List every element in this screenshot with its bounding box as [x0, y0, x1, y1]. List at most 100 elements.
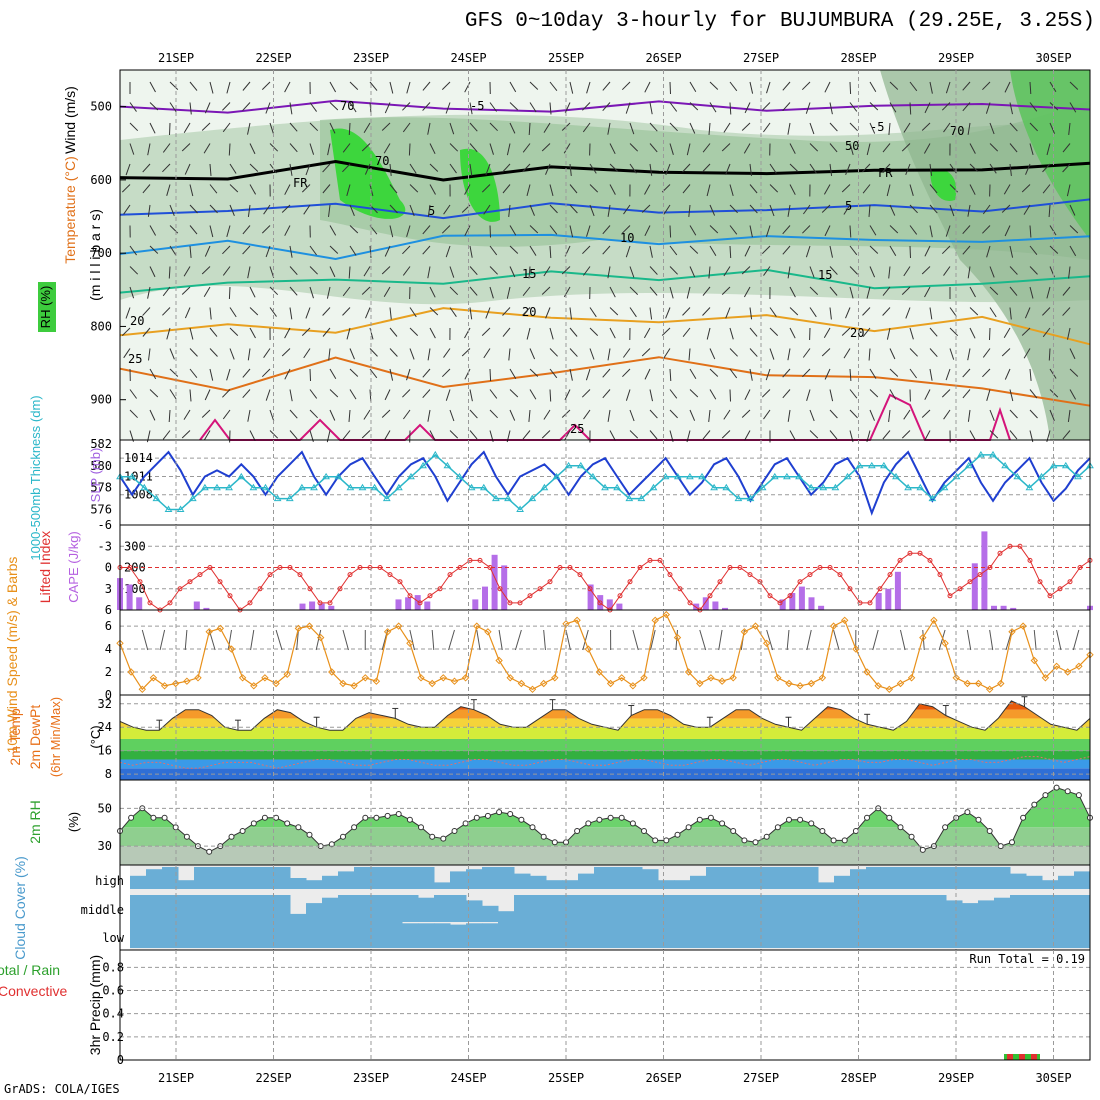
rh2m-marker	[228, 833, 235, 840]
wind-barb	[1029, 286, 1034, 299]
wind-barb	[586, 225, 591, 237]
minmax-axis-label: (6hr Min/Max)	[48, 697, 63, 777]
li-marker	[997, 550, 1003, 556]
cloud-cell	[594, 867, 611, 889]
cloud-cell	[610, 867, 627, 889]
rh2m-marker	[841, 837, 848, 844]
wind-speed-marker	[718, 677, 726, 685]
li-marker	[1057, 586, 1063, 592]
wind-barb	[749, 163, 752, 176]
wind-barb	[361, 286, 371, 295]
li-marker	[427, 593, 433, 599]
wind-barb	[169, 102, 177, 113]
wind-barb	[1004, 225, 1011, 237]
wind-barb	[469, 286, 478, 296]
wind-barb	[1009, 102, 1013, 115]
cloud-cell	[818, 882, 835, 889]
wind-barb	[349, 368, 359, 377]
cloud-cell	[146, 895, 163, 922]
thickness-marker	[188, 494, 197, 502]
wind-barb	[489, 409, 498, 419]
wind-barb	[305, 163, 311, 176]
wind-barb	[189, 184, 194, 197]
cloud-cell	[770, 867, 787, 889]
thickness-marker	[298, 483, 306, 491]
wind-barb	[782, 368, 791, 378]
wind-barb	[607, 122, 611, 135]
wind-barb	[982, 81, 991, 91]
surface-wind-barb	[565, 629, 571, 651]
rh2m-marker	[641, 828, 647, 834]
li-marker	[657, 557, 663, 563]
rh2m-marker	[239, 828, 246, 834]
cloud-cell	[738, 922, 755, 948]
rh-tick: 50	[98, 801, 112, 815]
pressure-tick: 500	[90, 100, 112, 114]
cloud-cell	[402, 867, 419, 889]
wind-barb	[162, 307, 171, 316]
wind-speed-marker	[283, 670, 291, 679]
li-marker	[827, 565, 833, 570]
cape-bar	[472, 599, 479, 610]
wind-barb	[609, 143, 616, 155]
cloud-cell	[978, 922, 995, 948]
thickness-tick: 576	[90, 503, 112, 517]
wind-barb	[303, 348, 311, 359]
wind-barb	[129, 389, 138, 399]
wind-barb	[226, 81, 231, 94]
li-marker	[957, 586, 963, 592]
cloud-cell	[914, 895, 931, 922]
wind-barb	[706, 327, 711, 340]
cloud-cell	[370, 922, 387, 948]
wind-barb	[789, 143, 796, 154]
wind-barb	[309, 389, 318, 399]
li-marker	[1047, 593, 1053, 599]
precip-axis-label: 3hr Precip (mm)	[87, 955, 103, 1055]
wind-barb	[409, 307, 417, 318]
wind-barb	[607, 409, 611, 422]
wind-barb	[449, 286, 459, 296]
thickness-marker	[322, 472, 330, 480]
wind-barb	[543, 122, 551, 133]
wind-barb	[766, 81, 771, 94]
wind-barb	[669, 225, 672, 238]
chart-title: GFS 0~10day 3-hourly for BUJUMBURA (29.2…	[464, 10, 1095, 33]
rh2m-marker	[908, 833, 915, 840]
wind-barb	[869, 225, 877, 236]
cloud-cell	[834, 922, 851, 948]
thickness-marker	[455, 472, 464, 480]
cape-bar	[971, 563, 978, 611]
wind-barb	[469, 430, 478, 440]
li-marker	[877, 586, 883, 592]
thickness-marker	[831, 483, 840, 491]
li-marker	[747, 572, 753, 578]
li-marker	[987, 565, 993, 570]
cape-tick: 300	[124, 539, 146, 553]
temp-tick: 24	[98, 720, 112, 734]
wind-barb	[149, 225, 157, 236]
wind-barb	[943, 266, 951, 276]
wind-barb	[309, 102, 318, 112]
cloud-cell	[786, 867, 803, 889]
wind-barb	[607, 348, 611, 361]
cape-bar	[798, 586, 805, 610]
wind-barb	[549, 327, 554, 340]
wind-barb	[985, 102, 991, 114]
wind-speed-marker	[840, 616, 849, 625]
wind-barb	[226, 368, 231, 381]
wind-barb	[929, 368, 933, 381]
wind-barb	[969, 184, 976, 195]
cloud-cell	[162, 895, 179, 922]
wind-speed-marker	[361, 674, 370, 682]
rh2m-marker	[150, 814, 157, 821]
thickness-marker	[213, 483, 221, 491]
wind-barb	[129, 122, 139, 132]
wind-speed-marker	[640, 674, 648, 682]
wind-barb	[289, 122, 298, 132]
wind-barb	[346, 327, 351, 340]
cape-bar	[885, 588, 892, 611]
cloud-cell	[210, 895, 227, 922]
wind-barb	[1062, 163, 1071, 173]
date-label-bottom: 21SEP	[158, 1071, 194, 1085]
precip-convective-bar	[1019, 1054, 1025, 1060]
